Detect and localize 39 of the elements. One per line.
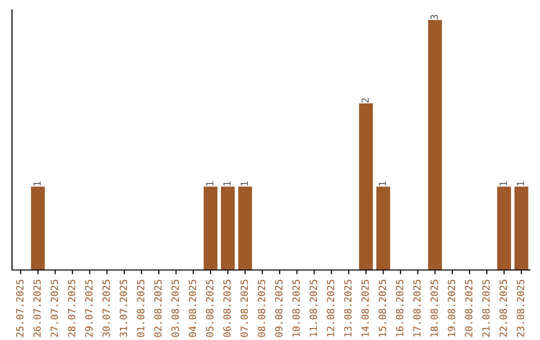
x-tick-label: 07.08.2025	[240, 280, 248, 337]
x-tick-label: 13.08.2025	[344, 280, 352, 336]
x-tick-label: 02.08.2025	[154, 280, 162, 337]
data-label: 1	[500, 181, 507, 186]
x-tick-label: 30.07.2025	[102, 280, 110, 337]
x-tick-label: 09.08.2025	[275, 280, 282, 337]
data-label: 3	[430, 14, 438, 20]
data-label: 1	[240, 181, 248, 186]
x-tick-label: 26.07.2025	[33, 280, 41, 337]
x-tick-label: 14.08.2025	[361, 280, 369, 336]
x-tick-label: 29.07.2025	[85, 280, 93, 337]
x-tick-label: 31.07.2025	[120, 280, 128, 337]
x-tick-label: 05.08.2025	[206, 280, 214, 337]
data-label: 2	[361, 98, 369, 103]
x-tick-label: 27.07.2025	[50, 280, 58, 337]
x-tick-label: 01.08.2025	[136, 280, 144, 337]
x-tick-label: 11.08.2025	[310, 280, 318, 336]
x-tick-label: 20.08.2025	[465, 280, 472, 337]
x-tick-label: 15.08.2025	[378, 280, 386, 336]
x-tick-label: 19.08.2025	[448, 280, 456, 336]
data-label: 1	[206, 181, 214, 186]
x-tick-label: 22.08.2025	[500, 280, 507, 337]
data-label: 1	[34, 181, 41, 186]
data-label: 1	[516, 181, 524, 186]
x-tick-label: 04.08.2025	[188, 280, 196, 337]
x-tick-label: 12.08.2025	[326, 280, 334, 336]
x-tick-label: 10.08.2025	[292, 280, 300, 336]
x-tick-label: 21.08.2025	[482, 280, 490, 337]
x-tick-label: 28.07.2025	[68, 280, 76, 337]
x-tick-label: 06.08.2025	[223, 280, 231, 337]
x-tick-label: 18.08.2025	[430, 280, 438, 336]
x-tick-label: 16.08.2025	[396, 280, 404, 336]
x-tick-label: 25.07.2025	[16, 280, 24, 337]
x-tick-label: 23.08.2025	[516, 280, 524, 337]
data-label: 1	[378, 181, 386, 186]
x-tick-label: 03.08.2025	[172, 280, 179, 337]
data-label: 1	[223, 181, 231, 186]
x-tick-label: 08.08.2025	[258, 280, 266, 337]
x-tick-label: 17.08.2025	[413, 280, 421, 336]
